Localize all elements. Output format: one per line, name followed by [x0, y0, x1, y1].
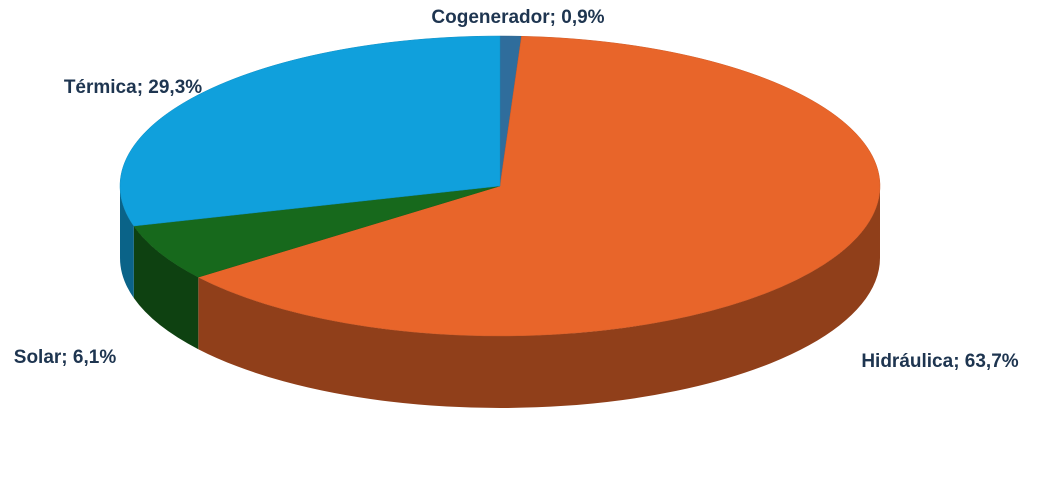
slice-side: [120, 186, 134, 299]
label-category: Solar: [14, 347, 62, 368]
label-category: Hidráulica: [861, 351, 953, 372]
data-label: Cogenerador; 0,9%: [431, 7, 604, 28]
label-value: 6,1%: [73, 347, 116, 368]
slice: [197, 35, 881, 337]
slice-side: [133, 226, 199, 350]
label-category: Cogenerador: [431, 7, 550, 28]
label-separator: ;: [61, 347, 73, 368]
data-label: Solar; 6,1%: [14, 347, 117, 368]
data-label: Hidráulica; 63,7%: [861, 351, 1018, 372]
label-value: 29,3%: [148, 77, 202, 98]
slice: [133, 185, 501, 278]
slice: [119, 35, 501, 227]
label-category: Térmica: [64, 77, 137, 98]
label-value: 63,7%: [965, 351, 1019, 372]
label-separator: ;: [953, 351, 965, 372]
data-label: Térmica; 29,3%: [64, 77, 202, 98]
slice-side: [198, 186, 881, 409]
label-separator: ;: [550, 7, 562, 28]
label-value: 0,9%: [561, 7, 604, 28]
label-separator: ;: [137, 77, 149, 98]
